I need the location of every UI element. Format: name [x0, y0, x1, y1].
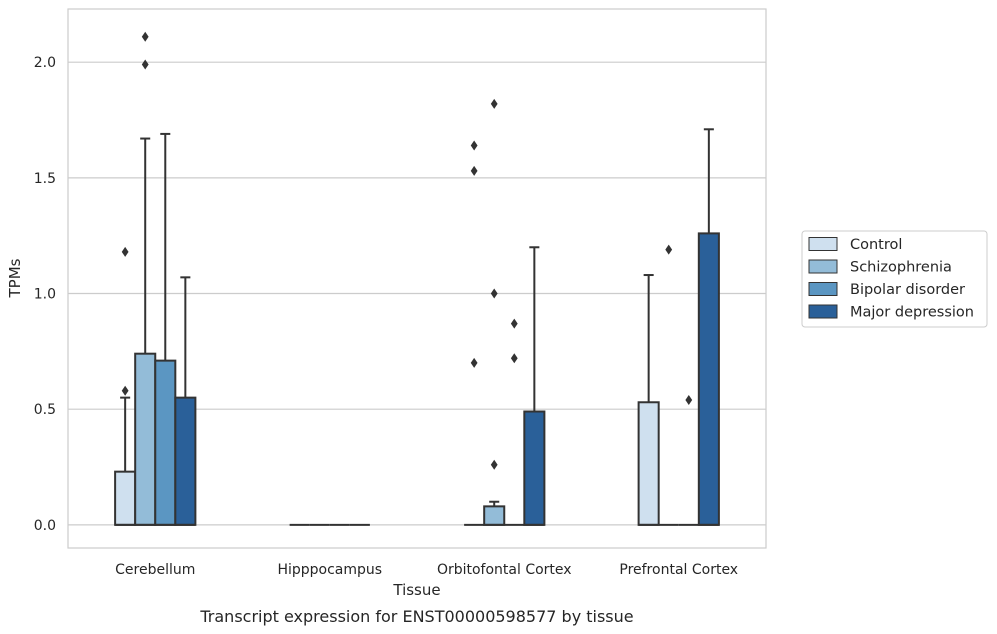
legend-label: Schizophrenia — [850, 260, 952, 276]
box-body — [523, 410, 546, 526]
y-tick-label: 1.0 — [34, 287, 56, 303]
box-major-depression — [523, 246, 546, 526]
x-tick-label: Hipppocampus — [277, 562, 382, 578]
outlier-point — [510, 353, 518, 364]
legend-frame — [801, 230, 988, 328]
outlier-point — [141, 31, 149, 42]
legend-label: Bipolar disorder — [850, 282, 965, 298]
chart-caption: Transcript expression for ENST0000059857… — [199, 607, 633, 626]
box-major-depression — [697, 128, 720, 526]
box-body — [174, 396, 197, 526]
legend-swatch — [808, 237, 838, 251]
y-tick-label: 2.0 — [34, 55, 56, 71]
box-control — [464, 140, 485, 526]
x-axis-ticks: Cerebellum Hipppocampus Orbitofontal Corte… — [115, 562, 738, 578]
box-body — [134, 352, 157, 526]
outlier-point — [490, 459, 498, 470]
y-axis-ticks: 0.0 0.5 1.0 1.5 2.0 — [34, 55, 56, 534]
box-control — [637, 274, 660, 526]
box-body — [697, 232, 720, 526]
y-axis-label: TPMs — [6, 258, 24, 298]
legend: Control Schizophrenia Bipolar disorder Majo… — [801, 230, 988, 328]
x-tick-label: Prefrontal Cortex — [619, 562, 738, 578]
legend-label: Control — [850, 237, 902, 253]
box-schizophrenia — [134, 31, 157, 526]
outlier-point — [470, 357, 478, 368]
box-schizophrenia — [658, 244, 679, 526]
outlier-point — [121, 246, 129, 257]
y-tick-label: 0.5 — [34, 402, 56, 418]
box-body — [637, 401, 660, 526]
x-tick-label: Cerebellum — [115, 562, 195, 578]
box-body — [154, 359, 177, 526]
outlier-point — [490, 98, 498, 109]
outlier-point — [141, 59, 149, 70]
legend-swatch — [808, 282, 838, 296]
box-bipolar-disorder — [154, 132, 177, 526]
x-axis-label: Tissue — [392, 581, 440, 599]
box-schizophrenia — [483, 98, 506, 526]
box-body — [483, 505, 506, 526]
outlier-point — [665, 244, 673, 255]
y-tick-label: 0.0 — [34, 518, 56, 534]
box-bipolar-disorder — [678, 394, 699, 526]
outlier-point — [470, 165, 478, 176]
outlier-point — [685, 394, 693, 405]
outlier-point — [470, 140, 478, 151]
legend-swatch — [808, 259, 838, 274]
box-body — [114, 470, 137, 526]
outlier-point — [490, 288, 498, 299]
y-tick-label: 1.5 — [34, 171, 56, 187]
legend-swatch — [808, 304, 838, 319]
x-tick-label: Orbitofontal Cortex — [437, 562, 572, 578]
outlier-point — [121, 385, 129, 396]
outlier-point — [510, 318, 518, 329]
legend-label: Major depression — [850, 305, 974, 321]
box-bipolar-disorder — [504, 318, 525, 526]
box-control — [114, 246, 137, 526]
boxes — [114, 31, 720, 526]
plot-frame — [67, 8, 767, 549]
box-major-depression — [174, 276, 197, 526]
